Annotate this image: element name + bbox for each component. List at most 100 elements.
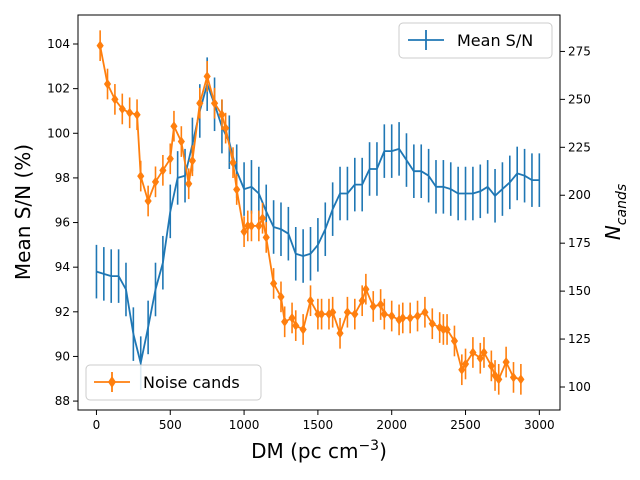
data-point [151, 176, 160, 187]
data-point [133, 109, 141, 120]
data-point [388, 311, 396, 322]
y-tick-label: 94 [55, 260, 70, 274]
data-point [288, 312, 296, 323]
data-point [277, 291, 285, 302]
data-point [509, 372, 518, 383]
y-axis-label-right-sub: cands [614, 184, 630, 225]
x-axis-label-main: DM (pc cm [251, 439, 358, 463]
data-point [336, 328, 344, 339]
data-point [317, 309, 326, 320]
legend-mean-sn: Mean S/N [398, 22, 553, 59]
y-right-tick-label: 175 [568, 236, 591, 250]
data-point [439, 324, 447, 335]
data-point [292, 320, 300, 331]
y-tick-label: 88 [55, 394, 70, 408]
data-point [377, 299, 385, 310]
data-point [329, 307, 337, 318]
data-point [299, 324, 307, 335]
legend-mean-sn-box [398, 22, 553, 59]
series-line [96, 83, 540, 365]
data-point [188, 155, 197, 166]
y-tick-label: 104 [47, 37, 70, 51]
y-axis-label: Mean S/N (%) [11, 144, 35, 280]
data-point [476, 353, 484, 364]
x-tick-label: 1500 [303, 418, 334, 432]
data-point [240, 226, 248, 237]
y-right-tick-label: 250 [568, 92, 591, 106]
data-point [103, 79, 112, 90]
data-point [458, 364, 466, 375]
data-point [428, 318, 436, 329]
data-point [111, 94, 119, 105]
x-tick-label: 0 [93, 418, 101, 432]
data-point [118, 103, 126, 114]
x-tick-label: 1000 [229, 418, 260, 432]
y-right-tick-label: 200 [568, 188, 591, 202]
x-axis-label: DM (pc cm−3) [251, 438, 387, 463]
series-mean-s-n [95, 57, 541, 390]
legend-noise-cands-box [85, 364, 262, 401]
data-point [517, 374, 525, 385]
data-point [262, 232, 270, 243]
data-point [343, 307, 352, 318]
y-right-tick-label: 100 [568, 380, 591, 394]
data-point [177, 136, 185, 147]
y-tick-label: 92 [55, 305, 70, 319]
y-tick-label: 100 [47, 126, 70, 140]
data-point [502, 357, 510, 368]
data-point [369, 301, 377, 312]
data-point [244, 220, 252, 231]
data-point [413, 311, 422, 322]
legend-noise-cands: Noise cands [85, 364, 262, 401]
data-point [351, 309, 359, 320]
data-point [258, 213, 267, 224]
data-point [203, 71, 211, 82]
x-axis-label-end: ) [379, 439, 387, 463]
data-point [233, 184, 241, 195]
data-point [480, 347, 488, 358]
data-point [406, 312, 414, 323]
data-point [185, 178, 193, 189]
data-point [450, 335, 459, 346]
data-point [255, 220, 263, 231]
x-tick-label: 500 [159, 418, 182, 432]
data-point [395, 314, 403, 325]
data-point [491, 370, 499, 381]
data-point [436, 322, 444, 333]
data-point [421, 307, 429, 318]
y-right-tick-label: 150 [568, 284, 591, 298]
y-tick-label: 98 [55, 171, 70, 185]
data-point [281, 316, 289, 327]
data-point [96, 40, 104, 51]
data-point [495, 374, 503, 385]
data-point [218, 109, 226, 120]
data-point [469, 347, 477, 358]
plot-frame [77, 14, 561, 411]
legend-noise-cands-label: Noise cands [143, 373, 240, 392]
y-tick-label: 90 [55, 349, 70, 363]
series-noise-cands [96, 30, 525, 395]
data-point [314, 309, 322, 320]
data-point [229, 157, 237, 168]
data-point [399, 312, 407, 323]
data-point [126, 107, 134, 118]
data-point [443, 324, 451, 335]
x-tick-label: 2000 [376, 418, 407, 432]
data-point [166, 153, 174, 164]
y-right-tick-label: 225 [568, 140, 591, 154]
x-axis-label-sup: −3 [358, 438, 379, 454]
data-point [306, 295, 315, 306]
data-point [487, 360, 495, 371]
x-tick-label: 2500 [450, 418, 481, 432]
data-point [170, 121, 178, 132]
y-right-tick-label: 125 [568, 332, 591, 346]
data-point [380, 309, 388, 320]
data-point [362, 284, 370, 295]
data-point [210, 98, 219, 109]
y-right-tick-label: 275 [568, 44, 591, 58]
y-axis-label-right-main: N [601, 225, 625, 240]
data-point [144, 195, 152, 206]
x-tick-label: 3000 [524, 418, 555, 432]
y-tick-label: 102 [47, 82, 70, 96]
